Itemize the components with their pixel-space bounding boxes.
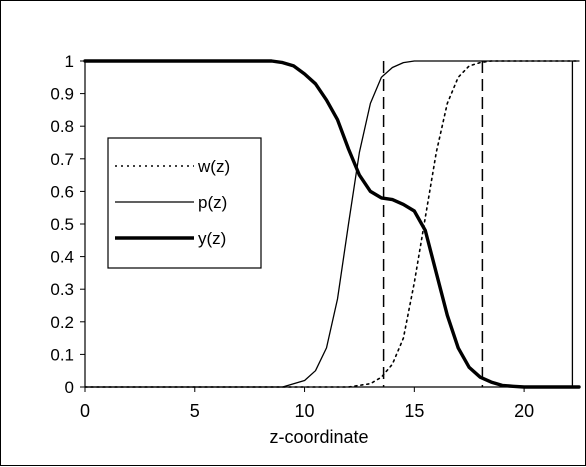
y-tick-label: 0.3 — [50, 280, 74, 299]
legend-label: w(z) — [197, 157, 230, 176]
x-tick-label: 15 — [404, 401, 424, 421]
legend-box — [107, 137, 262, 269]
x-axis-label: z-coordinate — [269, 427, 368, 447]
x-tick-label: 20 — [514, 401, 534, 421]
x-tick-label: 10 — [295, 401, 315, 421]
y-tick-label: 0.1 — [50, 345, 74, 364]
y-tick-label: 0.5 — [50, 215, 74, 234]
series-line-yz — [83, 59, 581, 389]
y-tick-label: 0.6 — [50, 182, 74, 201]
x-tick-label: 5 — [190, 401, 200, 421]
y-axis: 0 0.1 0.2 0.3 0.4 0.5 0.6 0.7 0.8 0.9 1 — [50, 52, 85, 397]
x-tick-label: 0 — [80, 401, 90, 421]
y-tick-label: 1 — [65, 52, 74, 71]
y-tick-label: 0 — [65, 378, 74, 397]
legend: w(z) p(z) y(z) — [107, 137, 262, 269]
legend-label: p(z) — [198, 193, 227, 212]
y-tick-label: 0.8 — [50, 117, 74, 136]
y-tick-label: 0.9 — [50, 85, 74, 104]
y-tick-label: 0.2 — [50, 313, 74, 332]
y-tick-label: 0.7 — [50, 150, 74, 169]
y-tick-label: 0.4 — [50, 248, 74, 267]
series-line-wz — [84, 60, 580, 388]
x-axis: 0 5 10 15 20 — [80, 387, 534, 421]
legend-label: y(z) — [198, 229, 226, 248]
series-line-pz — [84, 60, 580, 388]
series-layer — [83, 59, 581, 389]
